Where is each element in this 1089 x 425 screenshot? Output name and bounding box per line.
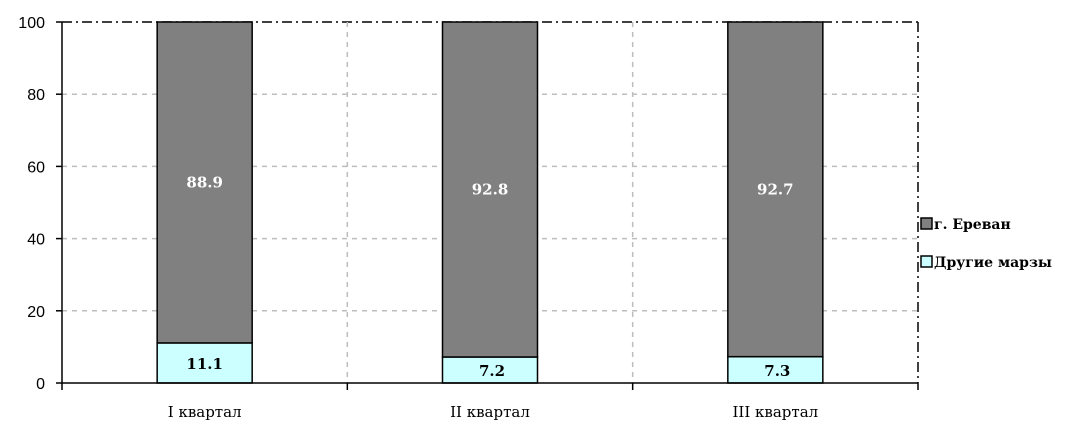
axes bbox=[56, 21, 919, 390]
legend-swatch bbox=[920, 255, 933, 268]
y-tick-label: 100 bbox=[18, 15, 45, 32]
labels: 11.1 88.9 I квартал 7.2 92.8 II квартал 7.3 92.… bbox=[18, 15, 818, 421]
data-label: 88.9 bbox=[186, 173, 223, 191]
data-label: 7.3 bbox=[764, 362, 790, 380]
y-tick-label: 60 bbox=[27, 159, 45, 176]
legend-entry-label: Другие марзы bbox=[934, 255, 1052, 271]
bar-segment bbox=[156, 21, 253, 344]
y-tick-label: 20 bbox=[27, 304, 45, 321]
data-label: 92.8 bbox=[472, 181, 509, 199]
bar-segment bbox=[727, 355, 824, 384]
bars bbox=[156, 21, 824, 384]
y-tick-label: 0 bbox=[36, 376, 45, 393]
x-tick-label: III квартал bbox=[732, 403, 818, 421]
data-label: 11.1 bbox=[186, 355, 223, 373]
data-label: 7.2 bbox=[479, 362, 505, 380]
bar-segment bbox=[441, 356, 539, 384]
legend: г. Ереван Другие марзы bbox=[920, 217, 1052, 271]
bar-segment bbox=[727, 21, 824, 358]
data-label: 92.7 bbox=[757, 180, 794, 198]
legend-entry-label: г. Ереван bbox=[934, 217, 1011, 233]
x-tick-label: II квартал bbox=[450, 403, 530, 421]
bar-segment bbox=[441, 21, 539, 358]
y-tick-label: 40 bbox=[27, 232, 45, 249]
legend-swatch bbox=[920, 217, 933, 230]
x-tick-label: I квартал bbox=[168, 403, 242, 421]
y-tick-label: 80 bbox=[27, 87, 45, 104]
